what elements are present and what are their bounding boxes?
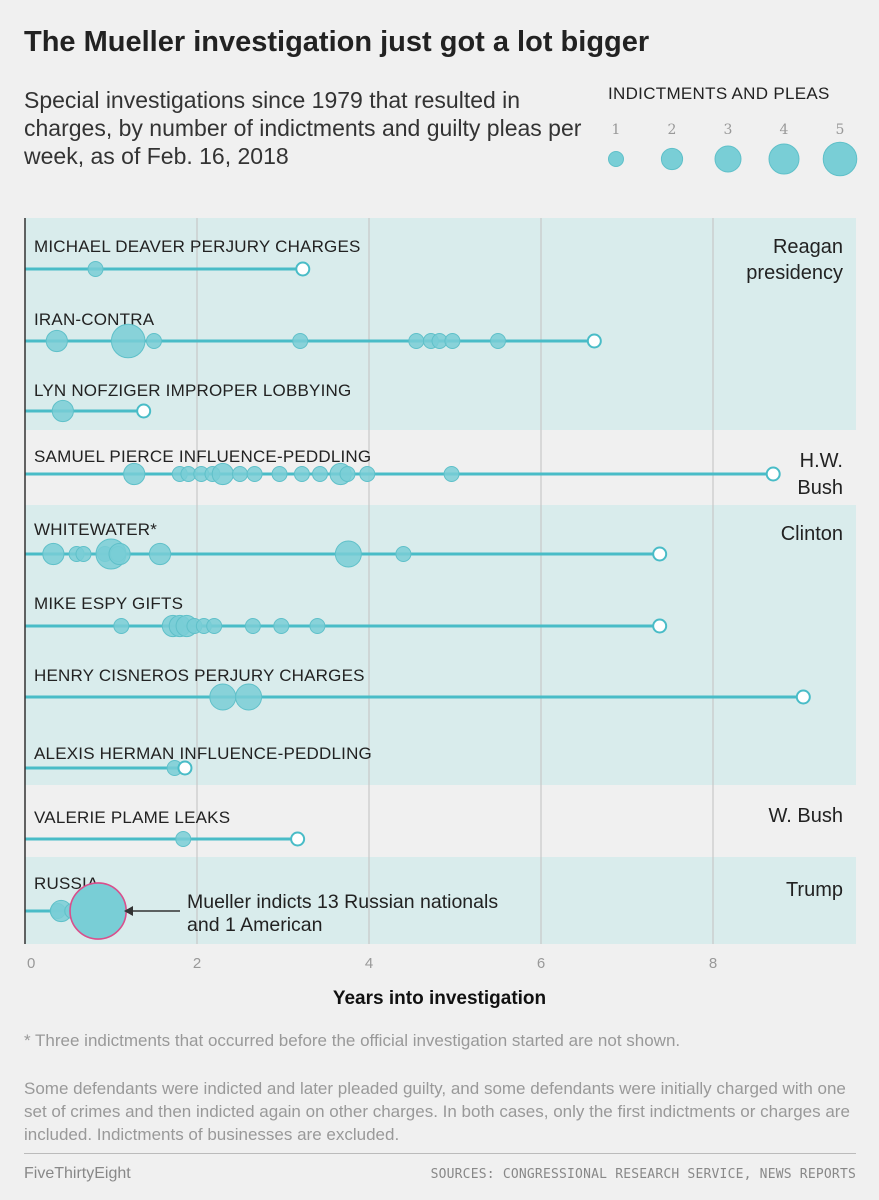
investigation-end-marker	[765, 466, 781, 482]
era-label: W. Bush	[769, 805, 843, 827]
annotation-arrowhead	[124, 906, 133, 916]
chart-title: The Mueller investigation just got a lot…	[24, 26, 650, 58]
indictment-bubble	[244, 618, 261, 634]
indictment-bubble	[309, 618, 326, 634]
indictment-bubble	[235, 683, 263, 711]
x-tick-label: 6	[537, 955, 545, 972]
annotation-text: Mueller indicts 13 Russian nationals	[187, 891, 498, 913]
dot-chart: Reagan presidency H.W. Bush Clinton W. Bush Tr…	[24, 218, 856, 972]
legend-size-label: 5	[836, 122, 845, 138]
legend-size-label: 3	[724, 122, 733, 138]
indictment-bubble	[87, 261, 104, 277]
era-label: Trump	[786, 879, 843, 901]
x-tick-label: 0	[27, 955, 35, 972]
investigation-label: MIKE ESPY GIFTS	[34, 594, 183, 613]
indictment-bubble	[359, 466, 376, 482]
indictment-bubble	[292, 333, 309, 349]
investigation-end-marker	[290, 831, 306, 847]
footnote: * Three indictments that occurred before…	[24, 1031, 681, 1050]
investigation-label: HENRY CISNEROS PERJURY CHARGES	[34, 666, 365, 685]
indictment-bubble	[175, 831, 192, 847]
indictment-bubble	[42, 542, 65, 566]
era-label: presidency	[746, 262, 843, 284]
investigation-end-marker	[586, 333, 602, 349]
indictment-bubble	[123, 462, 146, 486]
legend-size-label: 2	[668, 122, 677, 138]
era-band	[25, 218, 856, 430]
investigation-end-marker	[177, 760, 193, 776]
indictment-bubble	[113, 618, 130, 634]
x-tick-label: 8	[709, 955, 717, 972]
chart-subtitle: Special investigations since 1979 that r…	[24, 87, 582, 169]
legend-size-label: 1	[612, 122, 621, 138]
investigation-label: LYN NOFZIGER IMPROPER LOBBYING	[34, 381, 351, 400]
investigation-label: ALEXIS HERMAN INFLUENCE-PEDDLING	[34, 744, 372, 763]
indictment-bubble	[206, 618, 223, 634]
investigation-label: MICHAEL DEAVER PERJURY CHARGES	[34, 237, 361, 256]
indictment-bubble	[110, 323, 146, 359]
indictment-bubble	[273, 618, 290, 634]
investigation-end-marker	[795, 689, 811, 705]
indictment-bubble	[45, 329, 68, 353]
indictment-bubble	[232, 466, 248, 482]
investigation-label: VALERIE PLAME LEAKS	[34, 808, 230, 827]
brand-credit: FiveThirtyEight	[24, 1165, 131, 1182]
era-label: Reagan	[773, 236, 843, 258]
investigation-end-marker	[136, 403, 152, 419]
indictment-bubble	[443, 466, 460, 482]
annotation-text: and 1 American	[187, 914, 323, 936]
investigation-end-marker	[652, 546, 668, 562]
investigation-end-marker	[295, 261, 311, 277]
era-label: H.W.	[800, 450, 843, 472]
investigation-label: SAMUEL PIERCE INFLUENCE-PEDDLING	[34, 447, 371, 466]
indictment-bubble	[246, 466, 263, 482]
x-tick-label: 2	[193, 955, 201, 972]
x-axis-label: Years into investigation	[332, 988, 547, 1009]
legend-bubble	[608, 151, 624, 167]
indictment-bubble	[271, 466, 288, 482]
indictment-bubble	[395, 546, 412, 562]
indictment-bubble	[311, 466, 328, 482]
x-tick-label: 4	[365, 955, 373, 972]
source-credit: SOURCES: CONGRESSIONAL RESEARCH SERVICE,…	[430, 1167, 856, 1182]
investigation-label: WHITEWATER*	[34, 520, 157, 539]
legend-bubble	[714, 145, 742, 173]
indictment-bubble	[339, 466, 356, 482]
indictment-bubble	[148, 542, 172, 566]
era-label: Clinton	[781, 523, 843, 545]
era-label: Bush	[797, 477, 843, 499]
footer-divider	[24, 1153, 856, 1154]
investigation-end-marker	[652, 618, 668, 634]
indictment-bubble	[334, 540, 362, 568]
methodology-note: Some defendants were indicted and later …	[24, 1079, 850, 1144]
legend-size-label: 4	[780, 122, 789, 138]
indictment-bubble	[293, 466, 310, 482]
indictment-bubble	[211, 462, 234, 486]
indictment-bubble	[490, 333, 506, 349]
indictment-bubble	[408, 333, 425, 349]
indictment-bubble	[75, 546, 92, 562]
indictment-bubble	[444, 333, 461, 349]
era-band	[25, 857, 856, 944]
legend-title: INDICTMENTS AND PLEAS	[608, 84, 830, 103]
size-legend: 1 2 3 4 5	[608, 122, 858, 177]
era-band	[25, 505, 856, 785]
indictment-bubble	[51, 399, 74, 423]
legend-bubble	[660, 147, 684, 171]
indictment-bubble	[108, 542, 131, 566]
indictment-bubble	[209, 683, 237, 711]
indictment-bubble	[69, 882, 127, 940]
legend-bubble	[768, 143, 800, 175]
indictment-bubble	[146, 333, 162, 349]
legend-bubble	[822, 141, 858, 177]
